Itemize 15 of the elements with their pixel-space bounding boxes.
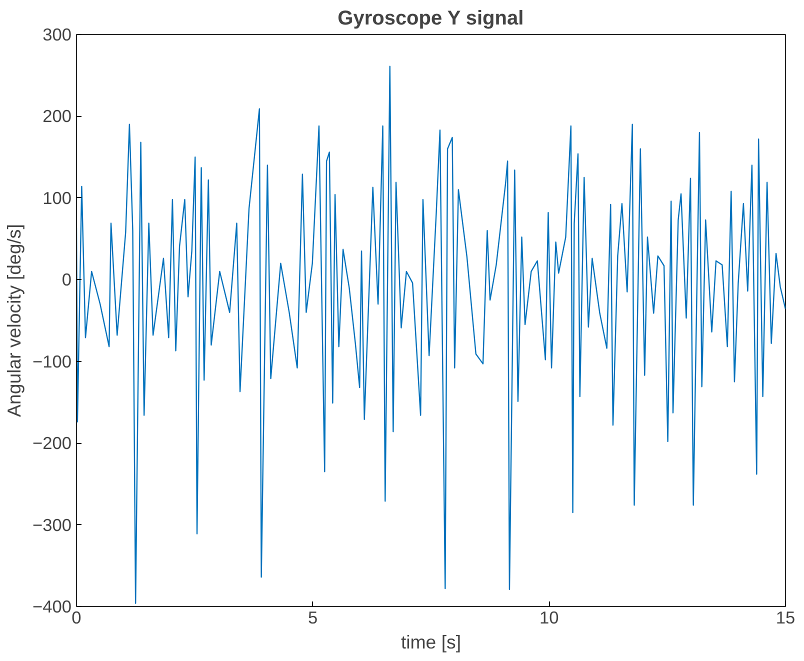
y-tick-label: −300 <box>32 514 72 535</box>
y-tick-label: 200 <box>42 106 72 126</box>
y-tick-label: −100 <box>32 351 72 372</box>
x-tick-label: 10 <box>540 608 559 628</box>
y-tick-label: −400 <box>32 596 72 616</box>
y-tick-label: 100 <box>42 188 72 208</box>
line-series <box>76 66 786 604</box>
chart-title: Gyroscope Y signal <box>338 8 524 30</box>
x-tick-label: 15 <box>776 608 796 628</box>
x-tick-label: 5 <box>308 608 318 628</box>
x-axis-title: time [s] <box>400 632 462 652</box>
y-tick-label: −200 <box>32 433 72 454</box>
y-axis-title: Angular velocity [deg/s] <box>3 224 24 417</box>
y-tick-label: 300 <box>42 24 72 44</box>
y-tick-label: 0 <box>62 270 72 290</box>
